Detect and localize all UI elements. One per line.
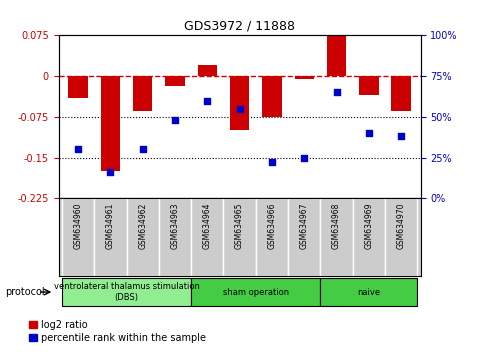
Point bbox=[235, 106, 243, 112]
Bar bbox=[68, 76, 87, 98]
Point bbox=[300, 155, 307, 160]
Bar bbox=[223, 198, 255, 276]
Bar bbox=[62, 278, 191, 306]
Bar bbox=[165, 76, 184, 86]
Text: sham operation: sham operation bbox=[222, 287, 288, 297]
Text: GSM634970: GSM634970 bbox=[396, 202, 405, 249]
Point bbox=[139, 147, 146, 152]
Point bbox=[203, 98, 211, 103]
Point bbox=[74, 147, 82, 152]
Bar bbox=[384, 198, 416, 276]
Text: GSM634967: GSM634967 bbox=[299, 202, 308, 249]
Text: GSM634963: GSM634963 bbox=[170, 202, 179, 249]
Bar bbox=[326, 32, 346, 76]
Bar bbox=[191, 198, 223, 276]
Bar bbox=[229, 76, 249, 130]
Text: GSM634962: GSM634962 bbox=[138, 202, 147, 249]
Bar bbox=[320, 198, 352, 276]
Text: GSM634964: GSM634964 bbox=[203, 202, 211, 249]
Bar bbox=[358, 76, 378, 95]
Bar bbox=[255, 198, 287, 276]
Bar bbox=[133, 76, 152, 112]
Text: GSM634965: GSM634965 bbox=[235, 202, 244, 249]
Bar bbox=[262, 76, 281, 117]
Text: GSM634968: GSM634968 bbox=[331, 202, 340, 249]
Point bbox=[171, 117, 179, 123]
Bar bbox=[197, 65, 217, 76]
Bar bbox=[294, 76, 313, 79]
Text: GSM634969: GSM634969 bbox=[364, 202, 372, 249]
Bar bbox=[287, 198, 320, 276]
Text: naive: naive bbox=[357, 287, 380, 297]
Point bbox=[396, 133, 404, 139]
Title: GDS3972 / 11888: GDS3972 / 11888 bbox=[184, 20, 294, 33]
Bar bbox=[352, 198, 384, 276]
Bar bbox=[101, 76, 120, 171]
Text: GSM634961: GSM634961 bbox=[106, 202, 115, 249]
Text: GSM634960: GSM634960 bbox=[73, 202, 82, 249]
Bar bbox=[94, 198, 126, 276]
Bar bbox=[191, 278, 320, 306]
Text: GSM634966: GSM634966 bbox=[267, 202, 276, 249]
Bar bbox=[391, 76, 410, 112]
Point bbox=[332, 90, 340, 95]
Text: protocol: protocol bbox=[5, 287, 44, 297]
Point bbox=[267, 160, 275, 165]
Legend: log2 ratio, percentile rank within the sample: log2 ratio, percentile rank within the s… bbox=[29, 320, 205, 343]
Text: ventrolateral thalamus stimulation
(DBS): ventrolateral thalamus stimulation (DBS) bbox=[54, 282, 199, 302]
Bar bbox=[320, 278, 416, 306]
Bar bbox=[62, 198, 94, 276]
Point bbox=[106, 169, 114, 175]
Point bbox=[364, 130, 372, 136]
Bar bbox=[126, 198, 159, 276]
Bar bbox=[159, 198, 191, 276]
